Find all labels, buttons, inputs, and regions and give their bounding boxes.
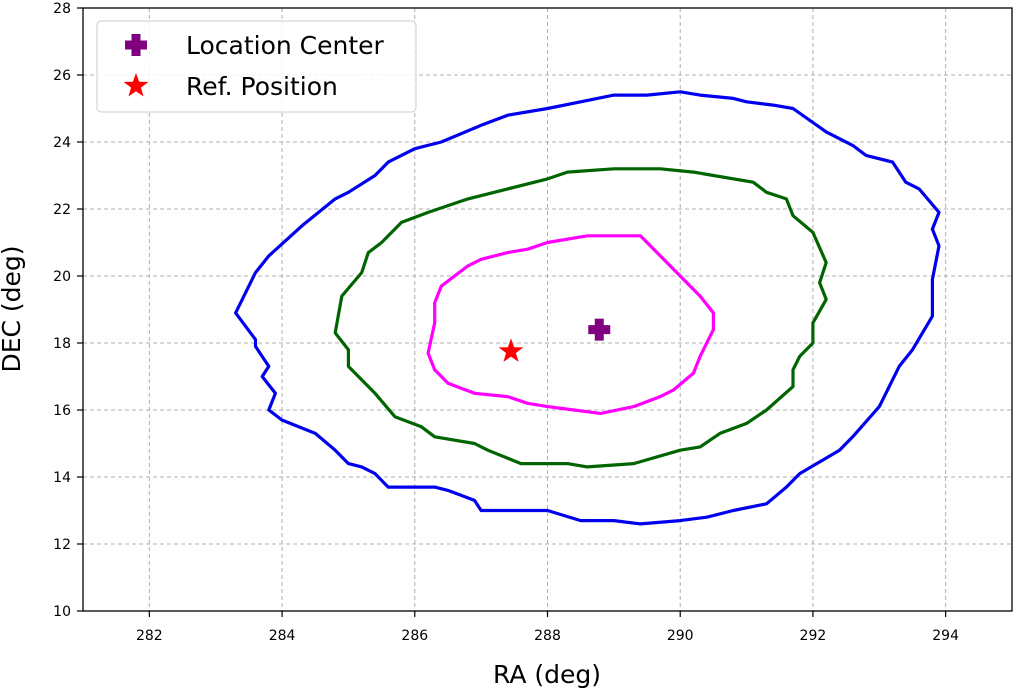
ref-position-marker (498, 338, 524, 362)
legend-label: Ref. Position (186, 72, 338, 101)
y-tick-label: 24 (53, 135, 71, 151)
y-tick-label: 20 (53, 269, 71, 285)
x-tick-label: 288 (534, 628, 561, 644)
x-tick-label: 294 (932, 628, 959, 644)
y-tick-label: 14 (53, 470, 71, 486)
y-tick-label: 28 (53, 1, 71, 17)
legend-plus-icon (125, 34, 147, 56)
x-tick-label: 286 (401, 628, 428, 644)
legend: Location Center Ref. Position (96, 20, 417, 113)
contours (234, 90, 941, 526)
x-tick-label: 282 (136, 628, 163, 644)
y-tick-label: 16 (53, 403, 71, 419)
ticks: 282 284 286 288 290 292 294 10 12 14 16 18 20 22 24 26 2… (53, 1, 959, 644)
x-axis-title: RA (deg) (493, 660, 601, 689)
y-tick-label: 26 (53, 68, 71, 84)
contour-line-1 (234, 90, 941, 526)
legend-label: Location Center (186, 31, 385, 60)
location-center-marker (588, 318, 611, 341)
legend-box (96, 20, 417, 113)
markers (498, 318, 611, 362)
y-tick-label: 12 (53, 537, 71, 553)
y-tick-label: 22 (53, 202, 71, 218)
x-tick-label: 292 (800, 628, 827, 644)
y-tick-label: 18 (53, 336, 71, 352)
legend-star-icon (123, 73, 149, 97)
y-axis-title: DEC (deg) (0, 245, 26, 372)
y-tick-label: 10 (53, 604, 71, 620)
contour-line-2 (333, 167, 828, 469)
x-tick-label: 284 (269, 628, 296, 644)
x-tick-label: 290 (667, 628, 694, 644)
contour-line-3 (426, 234, 716, 415)
